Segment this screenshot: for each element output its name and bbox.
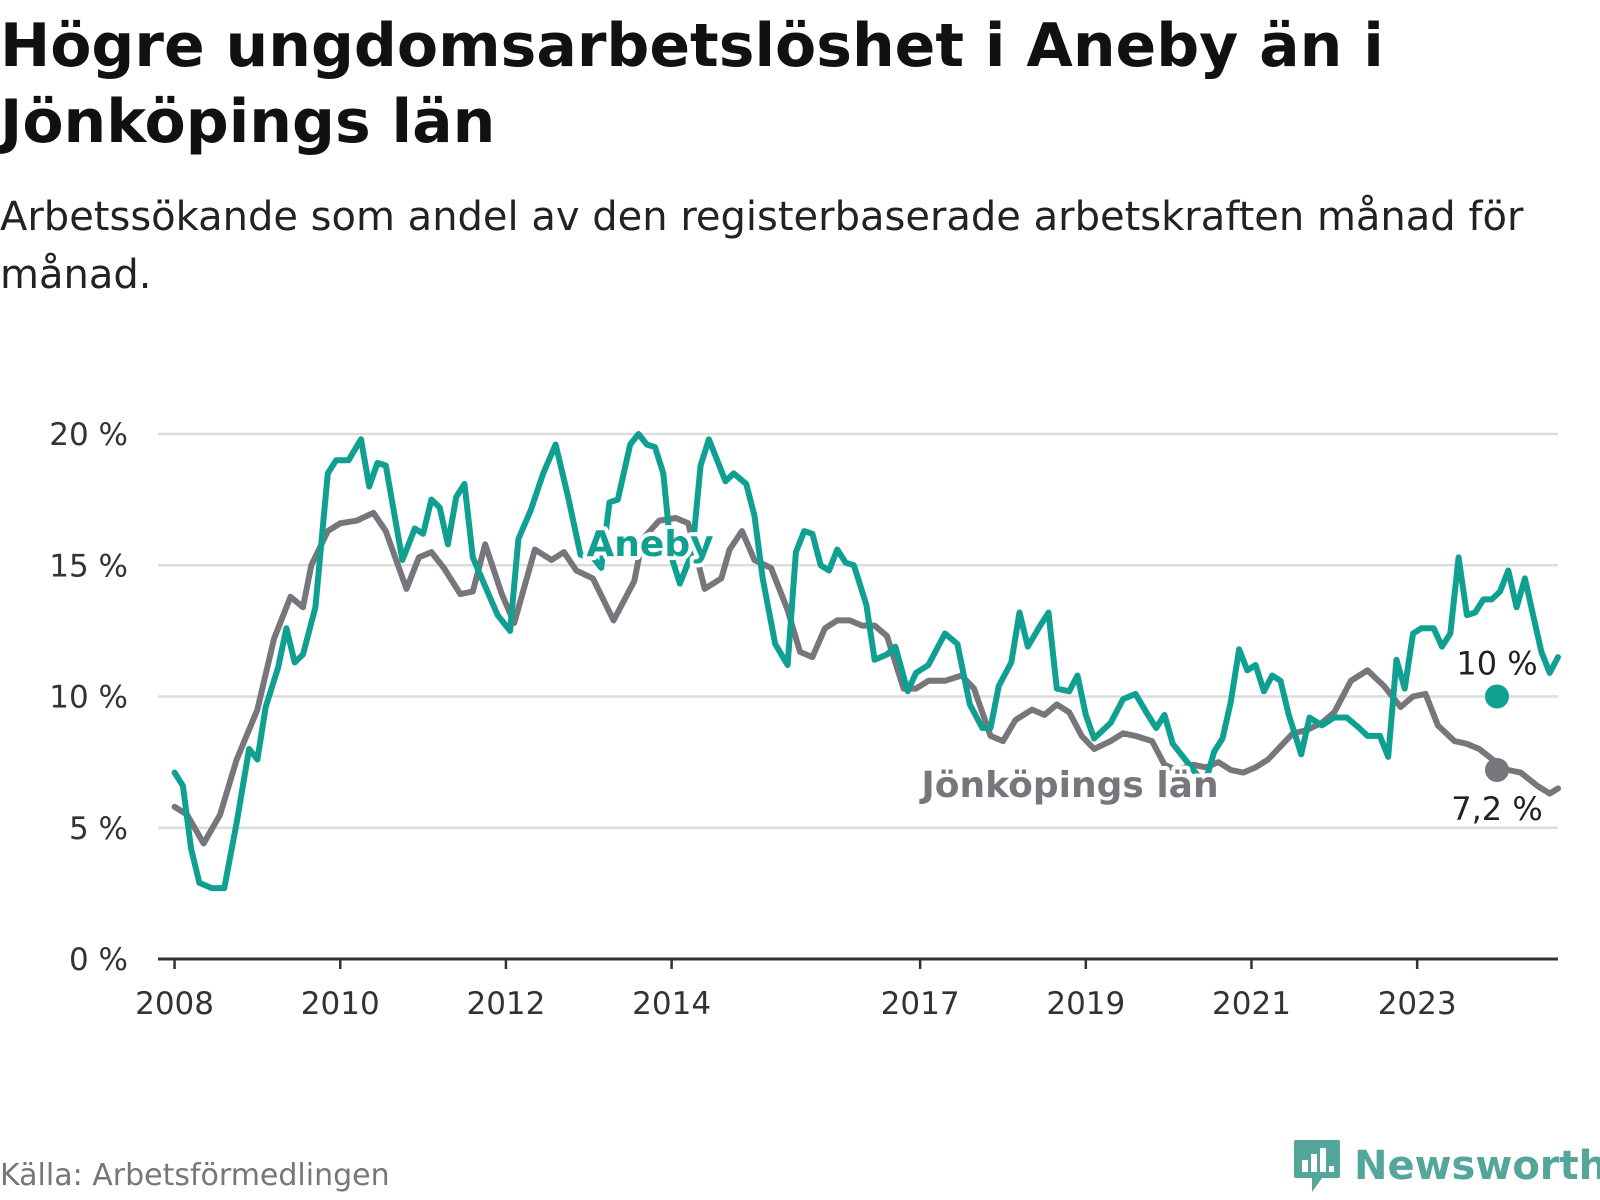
x-tick-label: 2019 [1046, 986, 1125, 1022]
end-value-label-aneby: 10 % [1456, 645, 1537, 683]
series-lines [171, 431, 1561, 892]
x-tick-label: 2023 [1378, 986, 1457, 1022]
end-point-jonkopings-lan [1485, 758, 1509, 782]
series-line-jonkopings-lan [171, 509, 1561, 847]
series-label-jonkopings-lan: Jönköpings län [918, 765, 1218, 806]
brand-name: Newsworthy [1354, 1143, 1600, 1189]
y-tick-label: 20 % [49, 417, 128, 453]
end-point-aneby [1485, 684, 1509, 709]
x-tick-label: 2010 [301, 986, 380, 1022]
source-note: Källa: Arbetsförmedlingen [0, 1158, 390, 1193]
gridlines [158, 432, 1558, 829]
newsworthy-logo-icon [1294, 1140, 1340, 1192]
x-tick-label: 2014 [632, 986, 711, 1022]
brand-logo: Newsworthy [1292, 1138, 1600, 1194]
y-tick-label: 5 % [69, 811, 128, 847]
x-tick-label: 2008 [135, 986, 214, 1022]
end-value-label-jonkopings-lan: 7,2 % [1451, 790, 1542, 828]
chart-title: Högre ungdomsarbetslöshet i Aneby än i J… [0, 11, 1384, 157]
x-tick-label: 2012 [466, 986, 545, 1022]
chart-subtitle: Arbetssökande som andel av den registerb… [0, 194, 1524, 298]
series-label-aneby: Aneby [586, 524, 713, 565]
axes: 0 % 5 % 10 % 15 % 20 % 2008 2010 2012 2014 2017 20… [49, 417, 1558, 1022]
x-tick-label: 2017 [881, 986, 960, 1022]
series-labels: Jönköpings län Aneby 10 % 7,2 % [582, 520, 1545, 831]
series-line-aneby [171, 431, 1561, 892]
y-tick-label: 15 % [49, 548, 128, 584]
y-tick-label: 0 % [69, 942, 128, 978]
y-tick-label: 10 % [49, 680, 128, 716]
x-tick-label: 2021 [1212, 986, 1291, 1022]
